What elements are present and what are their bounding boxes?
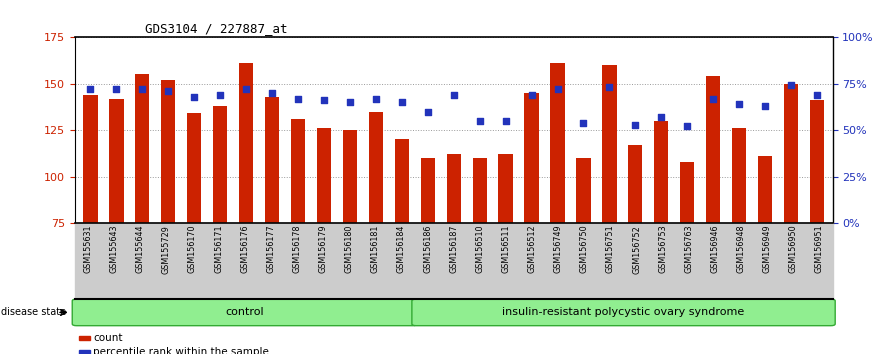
Bar [810,101,824,223]
Point [551,86,565,92]
Text: GSM156750: GSM156750 [580,225,589,273]
Text: GSM156951: GSM156951 [815,225,824,273]
Point [343,99,357,105]
Point [187,94,201,99]
Point [369,96,383,101]
Bar [109,98,123,223]
Bar [524,93,538,223]
Bar [239,63,253,223]
Text: GSM156950: GSM156950 [788,225,798,273]
Point [732,101,746,107]
Point [291,96,305,101]
Bar [628,145,642,223]
Text: count: count [93,333,122,343]
Text: GSM156171: GSM156171 [214,225,223,273]
Text: GSM156512: GSM156512 [528,225,537,273]
Text: GSM155643: GSM155643 [109,225,119,273]
Text: percentile rank within the sample: percentile rank within the sample [93,347,270,354]
Text: GSM156511: GSM156511 [501,225,510,273]
Bar [603,65,617,223]
Point [784,82,798,88]
Point [472,118,486,124]
Bar [732,128,746,223]
Point [524,92,538,98]
Text: GSM156949: GSM156949 [763,225,772,273]
Text: GSM156181: GSM156181 [371,225,380,273]
Point [395,99,409,105]
Point [213,92,227,98]
Bar [369,112,383,223]
Text: GSM155729: GSM155729 [162,225,171,274]
Point [680,124,694,129]
Point [239,86,253,92]
Bar [343,130,357,223]
Text: GSM156184: GSM156184 [397,225,406,273]
Point [655,114,669,120]
Text: GSM156170: GSM156170 [188,225,197,273]
Bar [655,121,669,223]
Point [810,92,824,98]
Bar [447,154,461,223]
Point [161,88,175,94]
Point [499,118,513,124]
Text: insulin-resistant polycystic ovary syndrome: insulin-resistant polycystic ovary syndr… [502,307,744,318]
Text: GSM156178: GSM156178 [292,225,301,273]
Text: disease state: disease state [1,307,66,318]
Text: GSM156749: GSM156749 [554,225,563,273]
Text: GSM156948: GSM156948 [737,225,745,273]
Bar [499,154,513,223]
Point [84,86,98,92]
Bar [472,158,487,223]
Text: GSM155644: GSM155644 [136,225,144,273]
Text: GSM156186: GSM156186 [423,225,432,273]
Bar [758,156,773,223]
Point [265,90,279,96]
Bar [135,74,150,223]
Bar [84,95,98,223]
Bar [576,158,590,223]
Text: GSM156187: GSM156187 [449,225,458,273]
Point [628,122,642,127]
Text: GSM156180: GSM156180 [344,225,353,273]
Text: GSM156946: GSM156946 [710,225,720,273]
Text: GSM156752: GSM156752 [632,225,641,274]
Text: control: control [226,307,264,318]
Point [603,85,617,90]
Point [576,120,590,126]
Text: GDS3104 / 227887_at: GDS3104 / 227887_at [145,22,288,35]
Point [317,97,331,103]
Bar [551,63,565,223]
Point [136,86,150,92]
Text: GSM155631: GSM155631 [84,225,93,273]
Bar [420,158,435,223]
Text: GSM156763: GSM156763 [685,225,693,273]
Text: GSM156751: GSM156751 [606,225,615,273]
Point [421,109,435,114]
Bar [161,80,175,223]
Point [758,103,772,109]
Point [109,86,123,92]
Text: GSM156179: GSM156179 [319,225,328,273]
Bar [265,97,279,223]
Text: GSM156176: GSM156176 [241,225,249,273]
Bar [317,128,331,223]
Bar [187,113,202,223]
Point [707,96,721,101]
Bar [680,162,694,223]
Bar [395,139,409,223]
Bar [706,76,721,223]
Bar [784,84,798,223]
Text: GSM156177: GSM156177 [266,225,276,273]
Bar [291,119,305,223]
Text: GSM156510: GSM156510 [476,225,485,273]
Point [447,92,461,98]
Text: GSM156753: GSM156753 [658,225,667,273]
Bar [213,106,227,223]
